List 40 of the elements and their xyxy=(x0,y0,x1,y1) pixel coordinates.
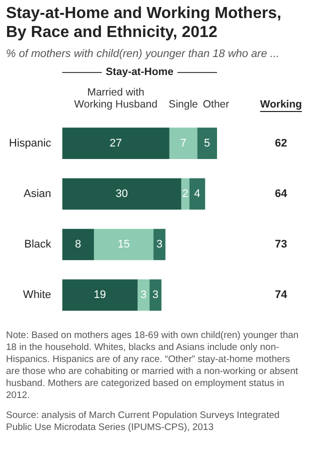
data-label: 3 xyxy=(152,289,159,302)
bar xyxy=(150,279,162,311)
text: Stay-at-Home xyxy=(106,66,174,78)
data-label: 30 xyxy=(116,188,128,200)
data-label: 27 xyxy=(110,137,122,150)
data-label: 3 xyxy=(140,289,147,302)
chart-title: Stay-at-Home and Working Mothers, By Race and Ethnicity, 2012 xyxy=(6,4,282,42)
data-label: 3 xyxy=(156,238,163,251)
series-label: Other xyxy=(202,98,230,111)
bar xyxy=(197,128,218,159)
data-label: 2 xyxy=(182,188,188,200)
bar xyxy=(94,228,154,260)
bar xyxy=(62,178,182,210)
data-label: 5 xyxy=(204,137,210,150)
bar xyxy=(189,178,206,210)
bar xyxy=(62,128,170,159)
y-tick-label: White xyxy=(23,289,52,302)
bar xyxy=(62,279,138,311)
data-label: 8 xyxy=(75,238,82,251)
data-label: 15 xyxy=(118,238,130,251)
bar xyxy=(169,128,198,159)
text: Note: Based on mothers ages 18-69 with own child(ren) younger than 18 in the household. Whites, blacks and Asians include only non-Hispanics. Hispanics are of any race. “Other” stay-at-home mothers are those who are cohabiting or married with a non-working or absent husband. Mothers are categorized based on employment status in 2012. xyxy=(6,330,300,402)
data-label: 7 xyxy=(180,137,186,150)
source-note: Source: analysis of March Current Population Surveys Integrated Public Use Microdata Series (IPUMS-CPS), 2013 xyxy=(6,410,281,434)
text: 62 xyxy=(274,137,288,150)
bar xyxy=(154,228,166,260)
data-label: 4 xyxy=(194,188,200,200)
series-label: Single xyxy=(168,98,198,111)
y-tick-label: Asian xyxy=(24,188,52,200)
text: 73 xyxy=(274,238,288,251)
data-label: 19 xyxy=(94,289,106,302)
y-tick-label: Hispanic xyxy=(8,137,52,150)
series-label: Married with Working Husband xyxy=(74,86,158,111)
text: Working xyxy=(260,98,302,111)
bar xyxy=(62,228,94,260)
text: 64 xyxy=(274,188,288,200)
bar xyxy=(138,279,150,311)
y-tick-label: Black xyxy=(24,238,52,251)
chart-subtitle: % of mothers with child(ren) younger than 18 who are ... xyxy=(6,48,280,60)
text: 74 xyxy=(274,289,288,302)
